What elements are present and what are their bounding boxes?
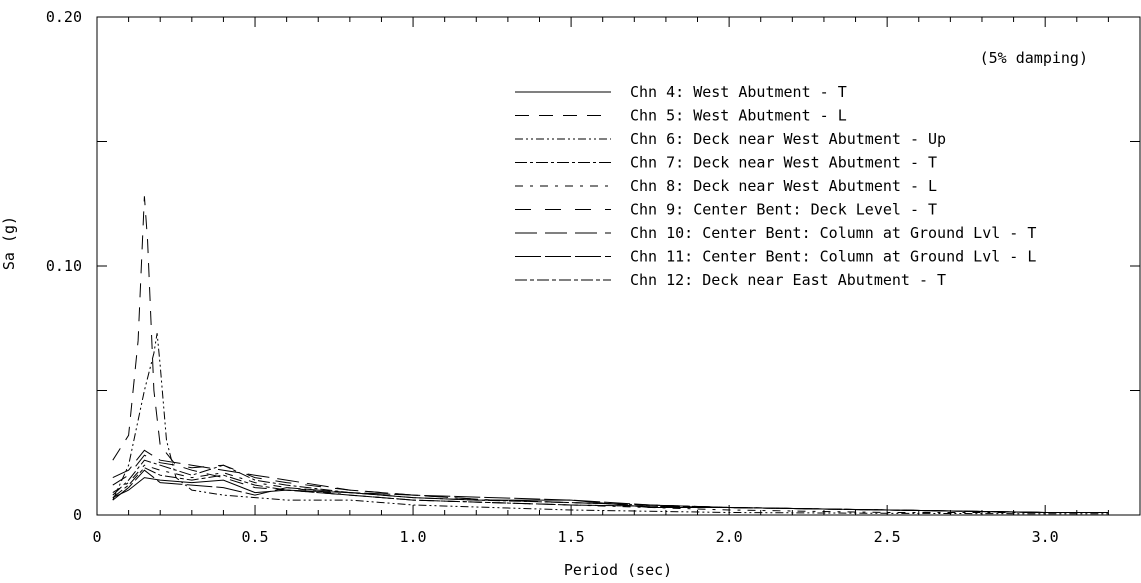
x-tick-label: 2.0 — [716, 528, 743, 546]
y-axis-label: Sa (g) — [0, 216, 18, 270]
x-axis-label: Period (sec) — [564, 561, 672, 579]
series-line — [112, 333, 1109, 515]
x-tick-label: 0 — [92, 528, 101, 546]
legend-label: Chn 11: Center Bent: Column at Ground Lv… — [630, 248, 1036, 266]
series-line — [112, 469, 1109, 513]
legend-label: Chn 7: Deck near West Abutment - T — [630, 154, 937, 172]
y-tick-label: 0 — [73, 506, 82, 524]
series-line — [112, 477, 1109, 513]
damping-annotation: (5% damping) — [980, 49, 1088, 67]
x-tick-label: 3.0 — [1032, 528, 1059, 546]
axis-ticks — [96, 16, 1140, 516]
legend-label: Chn 5: West Abutment - L — [630, 107, 847, 125]
legend-label: Chn 8: Deck near West Abutment - L — [630, 177, 937, 195]
series-lines — [112, 196, 1109, 515]
series-line — [112, 467, 1109, 513]
x-tick-label: 0.5 — [241, 528, 268, 546]
y-tick-label: 0.20 — [46, 8, 82, 26]
series-line — [112, 196, 1109, 513]
axis-tick-labels: 0 0.5 1.0 1.5 2.0 2.5 3.0 0 0.10 0.20 — [46, 8, 1059, 546]
y-tick-label: 0.10 — [46, 257, 82, 275]
legend-label: Chn 6: Deck near West Abutment - Up — [630, 130, 946, 148]
series-line — [112, 449, 1109, 513]
legend-label: Chn 4: West Abutment - T — [630, 83, 847, 101]
legend-label: Chn 9: Center Bent: Deck Level - T — [630, 201, 937, 219]
legend-label: Chn 10: Center Bent: Column at Ground Lv… — [630, 224, 1036, 242]
x-tick-label: 2.5 — [874, 528, 901, 546]
legend-label: Chn 12: Deck near East Abutment - T — [630, 271, 946, 289]
series-line — [112, 464, 1109, 513]
legend: Chn 4: West Abutment - T Chn 5: West Abut… — [515, 83, 1036, 289]
plot-frame — [96, 16, 1141, 516]
series-line — [112, 454, 1109, 513]
x-tick-label: 1.5 — [558, 528, 585, 546]
x-tick-label: 1.0 — [400, 528, 427, 546]
